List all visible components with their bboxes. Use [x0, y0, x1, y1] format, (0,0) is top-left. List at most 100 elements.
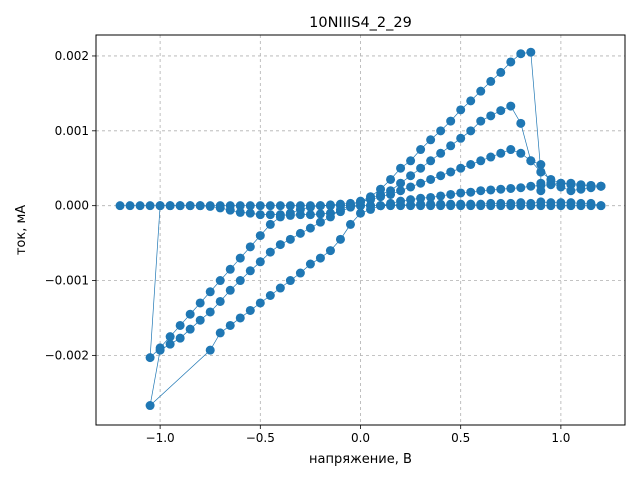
data-point [225, 285, 235, 295]
data-point [406, 182, 416, 192]
data-point [456, 133, 466, 143]
data-point [576, 198, 586, 208]
data-point [165, 201, 175, 211]
data-point [486, 198, 496, 208]
data-point [295, 228, 305, 238]
data-point [335, 234, 345, 244]
data-point [215, 276, 225, 286]
data-point [486, 185, 496, 195]
data-point [265, 201, 275, 211]
data-point [476, 186, 486, 196]
data-point [416, 145, 426, 155]
data-point [506, 101, 516, 111]
data-point [245, 242, 255, 252]
data-point [536, 186, 546, 196]
data-point [285, 208, 295, 218]
data-point [586, 198, 596, 208]
data-point [325, 246, 335, 256]
x-axis-label: напряжение, В [309, 452, 412, 467]
data-point [265, 247, 275, 257]
data-point [566, 178, 576, 188]
data-point [225, 320, 235, 330]
data-point [175, 333, 185, 343]
data-point [456, 188, 466, 198]
data-point [295, 204, 305, 214]
data-point [305, 210, 315, 220]
data-point [566, 186, 576, 196]
data-point [516, 49, 526, 59]
data-point [376, 184, 386, 194]
data-point [496, 106, 506, 116]
data-point [115, 201, 125, 211]
data-point [506, 57, 516, 67]
data-point [215, 328, 225, 338]
data-point [225, 264, 235, 274]
data-point [536, 160, 546, 169]
data-point [556, 182, 566, 192]
x-tick-label: 0.0 [351, 431, 370, 445]
data-point [466, 126, 476, 136]
data-point [245, 208, 255, 218]
data-point [436, 171, 446, 181]
data-point [496, 184, 506, 194]
data-point [356, 208, 365, 218]
x-axis-ticks: −1.0 −0.5 0.0 0.5 1.0 [146, 425, 570, 445]
data-point [486, 111, 496, 121]
data-point [155, 201, 165, 211]
data-point [145, 353, 155, 363]
data-point [245, 305, 255, 315]
chart-title: 10NIIIS4_2_29 [309, 15, 412, 31]
data-point [376, 201, 386, 211]
data-point [125, 201, 135, 211]
data-point [566, 198, 576, 208]
data-point [496, 198, 506, 208]
data-point [205, 345, 215, 355]
data-point [265, 210, 275, 220]
data-point [386, 174, 396, 184]
data-point [205, 307, 215, 317]
data-point [466, 160, 476, 169]
data-point [526, 156, 536, 166]
data-point [446, 116, 456, 126]
data-point [476, 86, 486, 96]
data-point [436, 148, 446, 158]
data-point [536, 178, 546, 188]
data-point [366, 192, 376, 202]
data-point [205, 201, 215, 211]
data-point [426, 192, 436, 202]
data-point [305, 202, 315, 212]
data-point [506, 198, 516, 208]
data-point [235, 276, 245, 286]
data-point [506, 183, 516, 193]
data-point [396, 163, 406, 173]
data-point [486, 152, 496, 162]
data-point [185, 309, 195, 319]
data-point [195, 315, 205, 325]
y-tick-label: −0.002 [45, 348, 89, 362]
data-point [446, 189, 456, 199]
data-point [466, 199, 476, 209]
data-point [305, 223, 315, 233]
data-point [235, 253, 245, 263]
data-point [315, 209, 325, 219]
series-3 [145, 101, 606, 411]
data-point [275, 240, 285, 250]
data-point [195, 298, 205, 308]
data-point [325, 212, 335, 222]
data-point [345, 201, 355, 211]
data-point [205, 287, 215, 297]
data-point [295, 268, 305, 278]
data-point [426, 174, 436, 184]
data-point [195, 201, 205, 211]
data-point [406, 195, 416, 205]
y-tick-label: −0.001 [45, 274, 89, 288]
data-point [496, 67, 506, 77]
data-point [265, 219, 275, 229]
data-point [315, 217, 325, 227]
data-point [396, 186, 406, 196]
data-point [436, 126, 446, 136]
data-point [275, 212, 285, 222]
data-point [526, 181, 536, 191]
series-2 [145, 145, 606, 363]
